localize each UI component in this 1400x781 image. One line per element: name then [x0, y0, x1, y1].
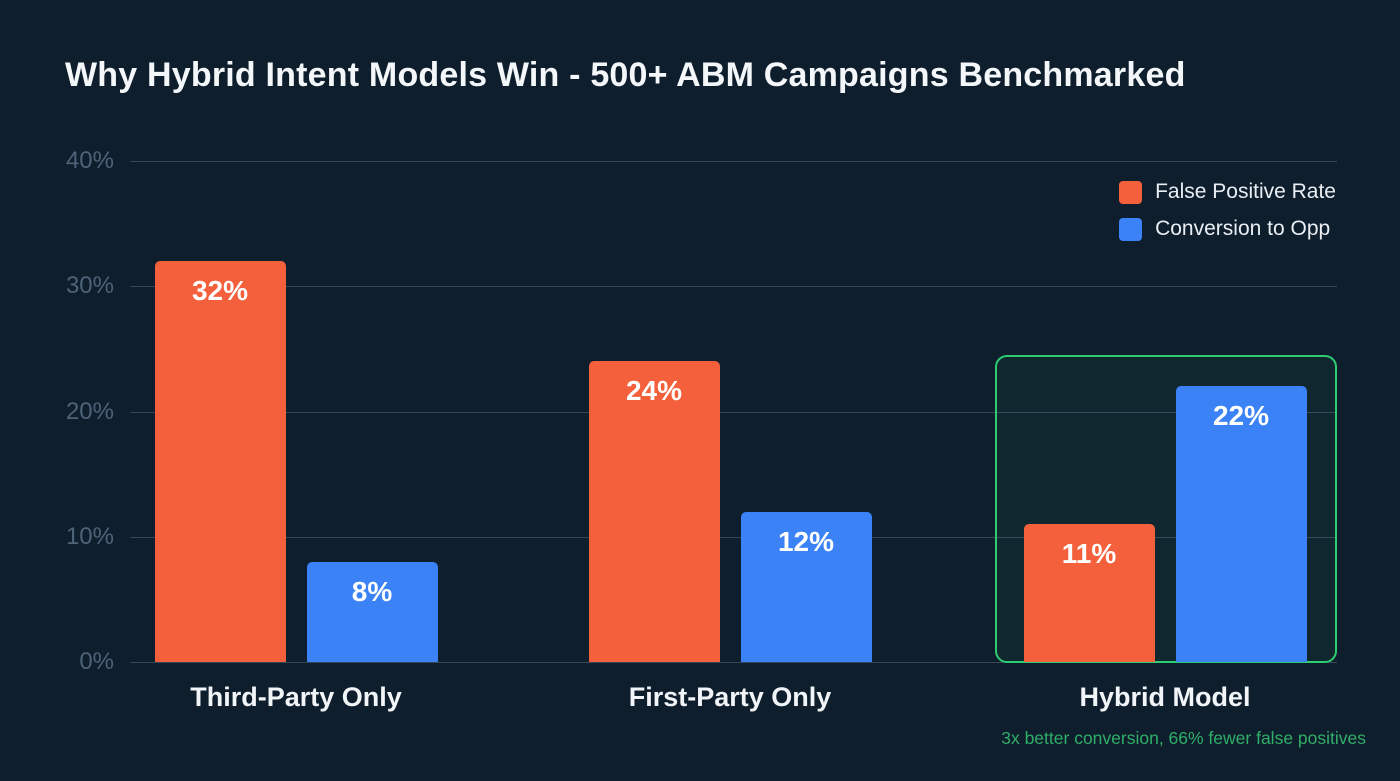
category-label-third-party-only: Third-Party Only — [190, 682, 402, 712]
bar-value-label: 12% — [777, 525, 835, 557]
bar-third-party-only-false-positive-rate: 32% — [154, 261, 286, 662]
legend-label: Conversion to Opp — [1155, 217, 1331, 240]
bar-third-party-only-conversion-to-opp: 8% — [306, 561, 438, 662]
legend-swatch-icon — [1119, 217, 1143, 241]
bar-value-label: 22% — [1212, 400, 1270, 432]
gridline-40% — [130, 161, 1337, 162]
bar-first-party-only-false-positive-rate: 24% — [588, 361, 720, 662]
bar-first-party-only-conversion-to-opp: 12% — [740, 511, 872, 662]
y-tick-label-0%: 0% — [79, 648, 114, 675]
gridline-20% — [130, 411, 1337, 413]
bar-hybrid-model-conversion-to-opp: 22% — [1175, 386, 1307, 662]
category-label-hybrid-model: Hybrid Model — [1079, 682, 1251, 712]
y-tick-label-40%: 40% — [65, 147, 114, 174]
legend-item-conversion-to-opp: Conversion to Opp — [1119, 217, 1336, 241]
bar-hybrid-model-false-positive-rate: 11% — [1023, 524, 1155, 662]
gridline-30% — [130, 286, 1337, 288]
y-tick-label-10%: 10% — [65, 522, 114, 550]
bar-value-label: 24% — [625, 375, 683, 407]
hybrid-annotation: 3x better conversion, 66% fewer false po… — [1001, 728, 1366, 748]
gridline-10% — [130, 536, 1337, 538]
y-tick-label-20%: 20% — [65, 397, 114, 425]
y-tick-label-30%: 30% — [65, 272, 114, 300]
category-label-first-party-only: First-Party Only — [628, 682, 832, 712]
gridline-0% — [130, 662, 1337, 663]
bar-value-label: 8% — [351, 575, 393, 607]
legend-label: False Positive Rate — [1155, 180, 1336, 203]
legend-swatch-icon — [1119, 180, 1143, 204]
bar-value-label: 32% — [191, 275, 249, 307]
legend: False Positive Rate Conversion to Opp — [1119, 180, 1336, 241]
bar-value-label: 11% — [1061, 538, 1117, 570]
chart-title: Why Hybrid Intent Models Win - 500+ ABM … — [65, 56, 1186, 94]
legend-item-false-positive-rate: False Positive Rate — [1119, 180, 1336, 204]
